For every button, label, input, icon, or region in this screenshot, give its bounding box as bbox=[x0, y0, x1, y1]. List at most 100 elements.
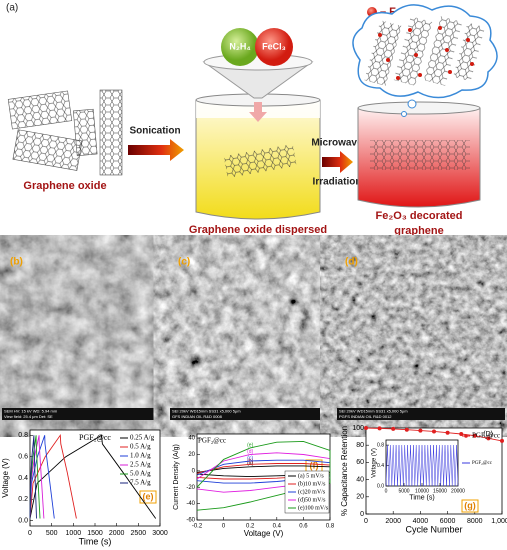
legend-label: (e)100 mV/s bbox=[298, 504, 329, 511]
x-tick-label: 15000 bbox=[433, 488, 447, 494]
y-axis-label: Voltage (V) bbox=[372, 448, 378, 478]
x-tick-label: 1000 bbox=[66, 530, 82, 537]
thought-cloud bbox=[352, 4, 498, 117]
legend-label: PGF₂@cc bbox=[472, 432, 500, 440]
graphene-oxide-sheets bbox=[7, 89, 123, 176]
x-axis-label: Time (s) bbox=[409, 494, 434, 501]
legend-label: 0.25 A/g bbox=[130, 434, 155, 442]
x-tick-label: 2000 bbox=[109, 530, 125, 537]
sem-info: SEI 20kV WD15mm SS31 x5,000 5μm bbox=[172, 409, 241, 414]
marker bbox=[404, 427, 409, 432]
x-tick-label: 0.8 bbox=[326, 524, 335, 530]
x-tick-label: 500 bbox=[46, 530, 58, 537]
legend-label: (a) 5 mV/s bbox=[298, 472, 324, 479]
series-line bbox=[29, 434, 157, 519]
marker bbox=[432, 429, 436, 434]
reagent: FeCl₃ bbox=[262, 41, 286, 51]
sem-info: SEI 20kV WD15mm SS31 x5,000 5μm bbox=[339, 409, 408, 414]
stage-label: Fe₂O₃ decorated bbox=[376, 210, 463, 222]
stage-label: Graphene oxide dispersed bbox=[189, 224, 327, 236]
marker bbox=[472, 433, 477, 438]
y-tick-label: 40 bbox=[356, 476, 364, 483]
sem-info: View field: 25.4 μm Det: SE bbox=[4, 414, 53, 419]
reagent: N₂H₄ bbox=[229, 41, 250, 51]
legend-label: 5.0 A/g bbox=[130, 470, 151, 478]
legend-label: (b)10 mV/s bbox=[298, 480, 326, 487]
chart-title: PGF₂@cc bbox=[79, 433, 111, 442]
panel-label: (d) bbox=[345, 257, 358, 268]
y-tick-label: 100 bbox=[352, 425, 364, 432]
x-tick-label: 4000 bbox=[413, 518, 429, 525]
x-tick-label: 0 bbox=[222, 524, 226, 530]
sem-info: PGFS INDIAN OIL R&D 0012 bbox=[339, 414, 392, 419]
stage-label: graphene bbox=[394, 225, 444, 237]
x-tick-label: 20000 bbox=[451, 488, 465, 494]
y-axis-label: Current Density (A/g) bbox=[173, 444, 180, 510]
stage-label: in ethylene glycol bbox=[212, 238, 304, 250]
y-tick-label: 0.4 bbox=[18, 475, 28, 482]
x-axis-label: Cycle Number bbox=[405, 524, 462, 534]
y-tick-label: 40 bbox=[188, 436, 195, 442]
x-tick-label: 2500 bbox=[131, 530, 147, 537]
sem-image bbox=[170, 252, 334, 420]
series-line bbox=[385, 445, 459, 487]
y-tick-label: 0.8 bbox=[377, 442, 384, 448]
sem-info: GFS INDIAN OIL R&D 0008 bbox=[172, 414, 223, 419]
funnel bbox=[202, 28, 314, 99]
legend-label: 7.5 A/g bbox=[130, 479, 151, 487]
step-label: Microwave bbox=[311, 138, 363, 149]
panel-label-box bbox=[461, 499, 479, 513]
marker bbox=[364, 426, 368, 430]
x-tick-label: 3000 bbox=[152, 530, 168, 537]
x-tick-label: 8000 bbox=[467, 518, 483, 525]
legend-label: 1.0 A/g bbox=[130, 452, 151, 460]
y-tick-label: 20 bbox=[188, 452, 195, 458]
y-tick-label: 0.2 bbox=[18, 496, 28, 503]
x-tick-label: 5000 bbox=[398, 488, 409, 494]
panel-label: (g) bbox=[464, 500, 476, 510]
stage-label: Graphene oxide bbox=[23, 180, 106, 192]
curve-tag: (e) bbox=[247, 442, 253, 448]
curve-tag: (b) bbox=[247, 459, 253, 465]
x-tick-label: 10000 bbox=[415, 488, 429, 494]
y-tick-label: 20 bbox=[356, 494, 364, 501]
x-tick-label: 0.6 bbox=[299, 524, 308, 530]
plot-area bbox=[29, 429, 161, 527]
x-tick-label: 0 bbox=[385, 488, 388, 494]
y-tick-label: 80 bbox=[356, 442, 364, 449]
panel-label: (b) bbox=[10, 257, 23, 268]
sem-info: SEM HV: 15 kV WD: 5.94 mm bbox=[4, 409, 58, 414]
panel-label: (f) bbox=[310, 460, 319, 470]
annotation: (D) bbox=[483, 431, 493, 438]
sem-image bbox=[2, 252, 167, 420]
marker bbox=[445, 430, 450, 435]
x-tick-label: 1,0000 bbox=[491, 518, 507, 525]
legend-marker bbox=[464, 434, 468, 438]
series-line bbox=[29, 435, 55, 519]
marker bbox=[391, 426, 396, 431]
arrow bbox=[322, 151, 353, 173]
marker bbox=[418, 428, 423, 433]
y-tick-label: 0 bbox=[360, 511, 364, 518]
x-tick-label: 1500 bbox=[87, 530, 103, 537]
legend-label: PGF₂@cc bbox=[472, 461, 493, 466]
curve-tag: (c) bbox=[247, 455, 253, 461]
y-tick-label: 0.0 bbox=[18, 518, 28, 525]
panel-label: (c) bbox=[178, 257, 190, 268]
sem-image bbox=[337, 252, 505, 420]
y-tick-label: -60 bbox=[186, 518, 195, 524]
legend-label: (d)50 mV/s bbox=[298, 496, 326, 503]
marker bbox=[486, 436, 491, 441]
arrow bbox=[128, 139, 184, 161]
x-tick-label: 0 bbox=[364, 518, 368, 525]
y-tick-label: 0.6 bbox=[18, 454, 28, 461]
legend-label: 2.5 A/g bbox=[130, 461, 151, 469]
step-label: Irradiation bbox=[313, 177, 362, 188]
legend-label: (c)20 mV/s bbox=[298, 488, 326, 495]
curve-tag: (d) bbox=[247, 449, 253, 455]
y-tick-label: -40 bbox=[186, 501, 195, 507]
y-tick-label: 0.4 bbox=[377, 463, 384, 469]
x-tick-label: 0 bbox=[28, 530, 32, 537]
y-tick-label: 0 bbox=[192, 468, 196, 474]
